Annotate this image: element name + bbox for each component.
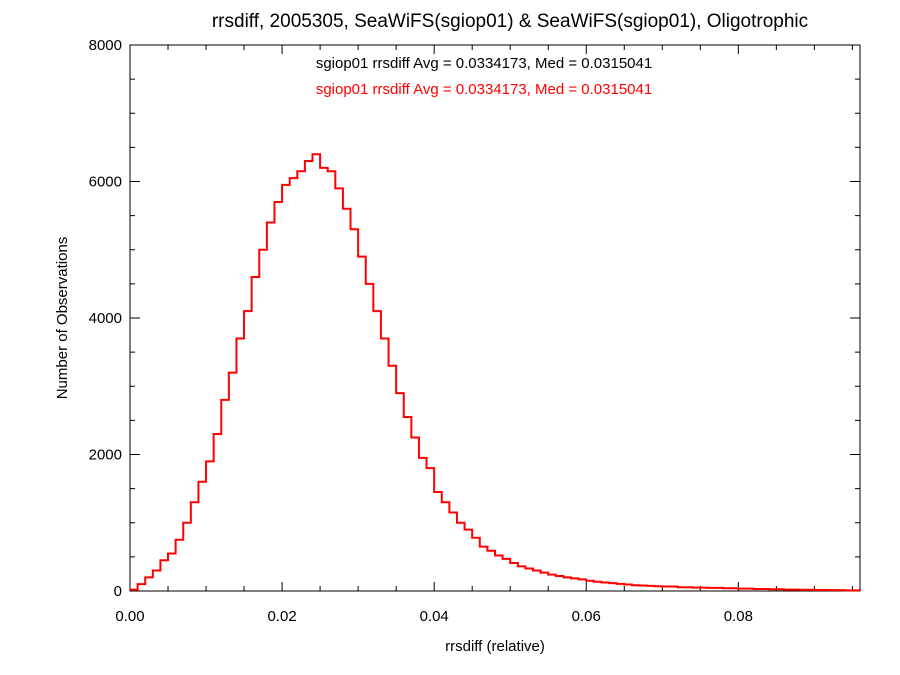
chart-title: rrsdiff, 2005305, SeaWiFS(sgiop01) & Sea… bbox=[212, 11, 808, 32]
y-axis-label: Number of Observations bbox=[54, 237, 71, 400]
y-axis: 0 2000 4000 6000 8000 bbox=[89, 37, 860, 600]
series-layer bbox=[130, 153, 861, 592]
y-tick-label: 8000 bbox=[89, 37, 122, 54]
annotation-black: sgiop01 rrsdiff Avg = 0.0334173, Med = 0… bbox=[316, 55, 652, 72]
x-tick-label: 0.06 bbox=[572, 608, 601, 625]
x-axis-label: rrsdiff (relative) bbox=[445, 638, 545, 655]
x-tick-label: 0.02 bbox=[267, 608, 296, 625]
y-tick-label: 0 bbox=[114, 583, 122, 600]
x-tick-label: 0.00 bbox=[115, 608, 144, 625]
y-tick-label: 6000 bbox=[89, 174, 122, 191]
x-tick-label: 0.04 bbox=[420, 608, 449, 625]
histogram-series-line bbox=[130, 153, 861, 592]
y-tick-label: 4000 bbox=[89, 310, 122, 327]
plot-frame bbox=[129, 44, 861, 592]
x-tick-label: 0.08 bbox=[724, 608, 753, 625]
x-axis: 0.00 0.02 0.04 0.06 0.08 bbox=[115, 45, 853, 625]
annotation-red: sgiop01 rrsdiff Avg = 0.0334173, Med = 0… bbox=[316, 81, 652, 98]
y-tick-label: 2000 bbox=[89, 447, 122, 464]
